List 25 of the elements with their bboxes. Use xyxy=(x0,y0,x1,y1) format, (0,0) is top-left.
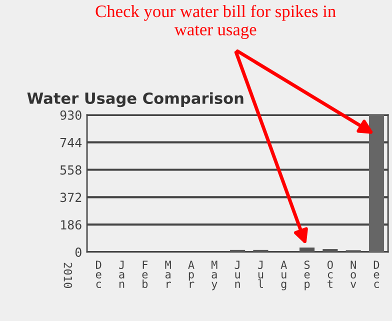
x-tick-label: Jan xyxy=(119,260,124,288)
y-tick-label: 744 xyxy=(60,138,82,148)
text: Check your water bill for spikes in water usage xyxy=(96,4,336,39)
y-tick-label: 558 xyxy=(60,165,82,175)
y-tick-label: 0 xyxy=(75,247,82,257)
x-tick-label: Oct xyxy=(327,260,333,288)
x-tick-label: Sep xyxy=(304,260,310,290)
text: 2010 xyxy=(64,262,72,288)
chart-title: Water Usage Comparison xyxy=(27,92,244,108)
x-tick-label: Mar xyxy=(165,260,171,288)
x-tick-label: Feb xyxy=(142,260,148,288)
x-tick-label: Apr xyxy=(188,260,194,288)
x-tick-label: Aug xyxy=(280,260,288,290)
x-tick-label: Dec xyxy=(374,260,380,288)
x-tick-label: May xyxy=(212,260,218,290)
y-tick-label: 186 xyxy=(61,220,82,230)
y-tick-label: 372 xyxy=(60,192,82,202)
y-tick-label: 930 xyxy=(60,110,82,120)
bar xyxy=(300,248,315,252)
x-tick-label: Dec xyxy=(96,260,102,288)
x-tick-label: Jun xyxy=(234,260,240,288)
x-tick-label: Jul xyxy=(258,260,264,288)
bar xyxy=(368,114,384,252)
x-tick-label: Nov xyxy=(350,260,356,288)
bar xyxy=(322,249,338,252)
